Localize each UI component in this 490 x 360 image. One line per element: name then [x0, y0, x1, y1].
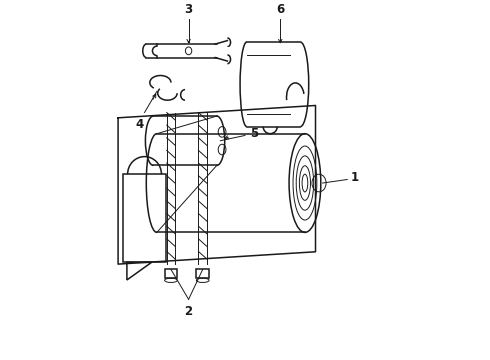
- Bar: [165, 269, 177, 278]
- Text: 5: 5: [250, 127, 259, 140]
- Bar: [123, 174, 166, 262]
- Text: 1: 1: [351, 171, 359, 184]
- Bar: [196, 269, 209, 278]
- Text: 2: 2: [185, 305, 193, 318]
- Text: 4: 4: [135, 118, 144, 131]
- Text: 6: 6: [276, 3, 284, 15]
- Text: 3: 3: [185, 3, 193, 15]
